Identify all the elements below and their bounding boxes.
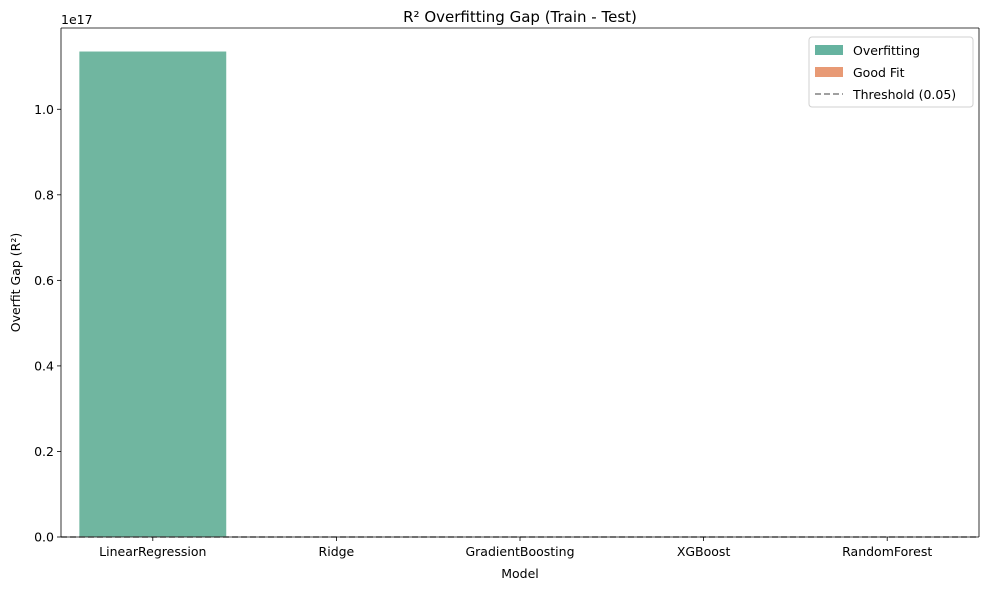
y-tick-label: 0.2 bbox=[34, 444, 54, 459]
bars-group bbox=[79, 51, 227, 538]
bar-linearregression bbox=[79, 51, 227, 538]
legend-swatch-overfitting bbox=[815, 45, 843, 55]
y-offset-label: 1e17 bbox=[61, 12, 93, 27]
legend: Overfitting Good Fit Threshold (0.05) bbox=[808, 36, 974, 108]
y-tick-label: 0.8 bbox=[34, 187, 54, 202]
x-axis-label: Model bbox=[501, 566, 539, 581]
x-tick-label: XGBoost bbox=[677, 544, 731, 559]
y-tick-label: 0.6 bbox=[34, 273, 54, 288]
chart-title: R² Overfitting Gap (Train - Test) bbox=[403, 8, 637, 26]
x-tick-label: RandomForest bbox=[842, 544, 932, 559]
ticks-group: 0.0 0.2 0.4 0.6 0.8 1.0 LinearRegression Ridge G… bbox=[34, 102, 932, 559]
y-tick-label: 0.0 bbox=[34, 530, 54, 545]
legend-label-threshold: Threshold (0.05) bbox=[852, 87, 956, 102]
x-tick-label: LinearRegression bbox=[99, 544, 206, 559]
legend-label-overfitting: Overfitting bbox=[853, 43, 920, 58]
legend-frame bbox=[808, 36, 974, 108]
x-tick-label: Ridge bbox=[319, 544, 355, 559]
y-axis-label: Overfit Gap (R²) bbox=[8, 233, 23, 333]
y-tick-label: 0.4 bbox=[34, 358, 54, 373]
y-tick-label: 1.0 bbox=[34, 102, 54, 117]
legend-label-good-fit: Good Fit bbox=[853, 65, 905, 80]
legend-swatch-good-fit bbox=[815, 67, 843, 77]
x-tick-label: GradientBoosting bbox=[465, 544, 574, 559]
